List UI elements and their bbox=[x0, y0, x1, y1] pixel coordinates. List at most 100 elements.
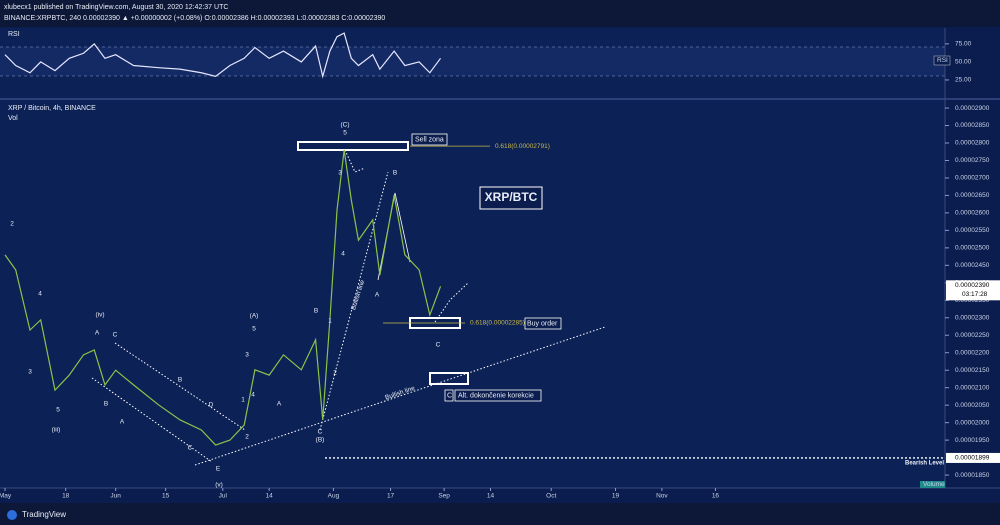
axis-tag-box bbox=[946, 452, 1000, 463]
x-tick-label: 19 bbox=[612, 493, 620, 500]
y-tick-label: 0.00002350 bbox=[955, 297, 990, 304]
trend-line bbox=[194, 326, 606, 466]
arrow-path bbox=[344, 149, 366, 173]
level-label: Bearish Level bbox=[905, 461, 944, 467]
y-tick-label: 0.00002050 bbox=[955, 402, 990, 409]
overlay-box bbox=[479, 186, 543, 210]
wave-label: 5 bbox=[56, 407, 60, 414]
zone-box bbox=[429, 372, 469, 385]
x-tick-label: 15 bbox=[162, 493, 170, 500]
x-tick-label: Jun bbox=[110, 493, 121, 500]
y-tick-label: 0.00002750 bbox=[955, 157, 990, 164]
y-tick-label: 0.00002700 bbox=[955, 175, 990, 182]
wave-label: 1 bbox=[328, 318, 332, 325]
wave-label: 4 bbox=[341, 251, 345, 258]
wave-label: 5 bbox=[343, 130, 347, 137]
y-tick-label: 0.00002650 bbox=[955, 192, 990, 199]
wave-label: C bbox=[436, 342, 441, 349]
wave-label: D bbox=[209, 402, 214, 409]
trend-lines bbox=[91, 149, 606, 466]
wave-label: C bbox=[113, 332, 118, 339]
wave-label: 3 bbox=[338, 170, 342, 177]
rsi-band bbox=[0, 47, 945, 76]
wave-label: (iv) bbox=[95, 312, 104, 319]
x-tick-label: Oct bbox=[546, 493, 556, 500]
y-tick-label: 0.00002500 bbox=[955, 245, 990, 252]
header-line: BINANCE:XRPBTC, 240 0.00002390 ▲ +0.0000… bbox=[4, 15, 385, 22]
y-tick-label: 50.00 bbox=[955, 59, 972, 66]
box-label: C bbox=[447, 392, 452, 399]
label-box bbox=[454, 389, 542, 402]
rsi-title: RSI bbox=[8, 31, 20, 38]
legend-tag-box bbox=[933, 55, 951, 66]
y-tick-label: 25.00 bbox=[955, 77, 972, 84]
wave-label: A bbox=[120, 419, 125, 426]
axis-tag: 0.00001899 bbox=[955, 455, 990, 462]
x-tick-label: 17 bbox=[387, 493, 395, 500]
legend-tag: RSI bbox=[937, 57, 948, 64]
y-tick-label: 0.00002850 bbox=[955, 122, 990, 129]
wave-label: (v) bbox=[215, 482, 223, 489]
header-bar bbox=[0, 0, 1000, 27]
wave-label: 2 bbox=[10, 221, 14, 228]
x-tick-label: 14 bbox=[487, 493, 495, 500]
chart-title: XRP / Bitcoin, 4h, BINANCE bbox=[8, 105, 96, 112]
x-tick-label: Nov bbox=[656, 493, 668, 500]
volume-tag bbox=[920, 481, 945, 488]
x-tick-label: Aug bbox=[328, 493, 340, 500]
footer-bar bbox=[0, 503, 1000, 525]
chart-subtitle: Vol bbox=[8, 115, 18, 122]
wave-label: (iii) bbox=[52, 427, 61, 434]
y-tick-label: 0.00001850 bbox=[955, 472, 990, 479]
volume-label: Volume bbox=[923, 481, 945, 488]
price-line bbox=[4, 149, 442, 446]
overlay-title: XRP/BTC bbox=[485, 190, 538, 204]
y-tick-label: 0.00002000 bbox=[955, 419, 990, 426]
price-countdown: 03:17:28 bbox=[962, 291, 988, 298]
wave-label: 2 bbox=[333, 370, 337, 377]
wave-label: 4 bbox=[38, 291, 42, 298]
price-tag-box bbox=[946, 280, 1000, 301]
footer-brand: TradingView bbox=[22, 510, 66, 519]
box-label: Alt. dokončenie korekcie bbox=[458, 392, 534, 399]
y-tick-label: 0.00002900 bbox=[955, 105, 990, 112]
y-tick-label: 0.00002600 bbox=[955, 210, 990, 217]
rsi-line bbox=[4, 32, 442, 79]
wave-label: 3 bbox=[28, 369, 32, 376]
y-tick-label: 0.00002150 bbox=[955, 367, 990, 374]
x-tick-label: 18 bbox=[62, 493, 70, 500]
trend-line bbox=[114, 342, 246, 431]
x-tick-label: 14 bbox=[266, 493, 274, 500]
level-label: 0.618(0.00002285) bbox=[470, 320, 525, 327]
x-tick-label: 16 bbox=[712, 493, 720, 500]
y-tick-label: 0.00001950 bbox=[955, 437, 990, 444]
label-box bbox=[411, 133, 448, 146]
wave-label: 5 bbox=[252, 326, 256, 333]
wave-label: 3 bbox=[245, 352, 249, 359]
y-tick-label: 0.00002550 bbox=[955, 227, 990, 234]
wave-label: A bbox=[277, 401, 282, 408]
box-label: Sell zona bbox=[415, 136, 444, 143]
wave-label: (C) bbox=[340, 122, 349, 129]
header-line: xlubecx1 published on TradingView.com, A… bbox=[4, 4, 228, 11]
label-box bbox=[524, 317, 562, 330]
y-tick-label: 0.00002800 bbox=[955, 140, 990, 147]
wave-label: B bbox=[393, 170, 397, 177]
wave-label: 2 bbox=[245, 434, 249, 441]
x-tick-label: Sep bbox=[438, 493, 450, 500]
wave-label: B bbox=[314, 308, 318, 315]
wave-label: B bbox=[104, 401, 108, 408]
trend-line bbox=[319, 171, 389, 431]
wave-label: 4 bbox=[251, 392, 255, 399]
wave-label: B bbox=[178, 377, 182, 384]
wave-label: 1 bbox=[241, 397, 245, 404]
footer-logo bbox=[7, 510, 17, 520]
y-tick-label: 0.00002200 bbox=[955, 349, 990, 356]
y-tick-label: 75.00 bbox=[955, 41, 972, 48]
y-tick-label: 0.00002300 bbox=[955, 314, 990, 321]
y-tick-label: 0.00002100 bbox=[955, 384, 990, 391]
zone-box bbox=[297, 141, 409, 151]
wave-label: (B) bbox=[316, 437, 325, 444]
y-tick-label: 0.00002250 bbox=[955, 332, 990, 339]
